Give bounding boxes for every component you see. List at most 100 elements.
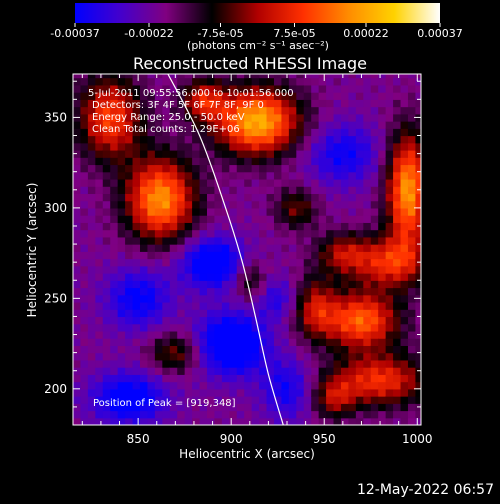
heatmap-cell bbox=[206, 258, 216, 267]
heatmap-cell bbox=[102, 410, 111, 419]
heatmap-cell bbox=[132, 229, 141, 238]
heatmap-cell bbox=[117, 149, 126, 158]
heatmap-cell bbox=[184, 84, 193, 93]
heatmap-cell bbox=[303, 258, 312, 267]
heatmap-cell bbox=[288, 229, 297, 238]
heatmap-cell bbox=[311, 128, 320, 137]
heatmap-cell bbox=[415, 229, 421, 238]
heatmap-cell bbox=[348, 251, 357, 260]
heatmap-cell bbox=[214, 403, 223, 412]
heatmap-cell bbox=[288, 323, 297, 332]
heatmap-cell bbox=[266, 84, 275, 93]
heatmap-cell bbox=[147, 330, 156, 339]
heatmap-cell bbox=[192, 417, 201, 425]
heatmap-cell bbox=[363, 367, 372, 375]
heatmap-cell bbox=[169, 236, 178, 245]
heatmap-cell bbox=[214, 222, 223, 231]
heatmap-cell bbox=[311, 215, 320, 223]
heatmap-cell bbox=[87, 99, 96, 108]
heatmap-cell bbox=[199, 164, 208, 173]
heatmap-cell bbox=[177, 309, 186, 318]
heatmap-cell bbox=[117, 178, 126, 187]
heatmap-cell bbox=[169, 229, 178, 238]
heatmap-cell bbox=[370, 345, 379, 354]
heatmap-cell bbox=[102, 374, 111, 383]
heatmap-cell bbox=[370, 171, 379, 180]
heatmap-cell bbox=[378, 330, 387, 339]
heatmap-cell bbox=[355, 193, 364, 202]
heatmap-cell bbox=[177, 410, 186, 419]
heatmap-cell bbox=[355, 396, 364, 404]
heatmap-cell bbox=[110, 352, 119, 361]
heatmap-cell bbox=[370, 222, 379, 231]
heatmap-cell bbox=[281, 229, 290, 238]
heatmap-cell bbox=[400, 171, 409, 180]
heatmap-cell bbox=[80, 121, 89, 129]
heatmap-cell bbox=[385, 157, 394, 166]
heatmap-cell bbox=[95, 345, 104, 354]
heatmap-cell bbox=[192, 171, 201, 180]
heatmap-cell bbox=[177, 251, 186, 260]
heatmap-cell bbox=[206, 92, 216, 100]
heatmap-cell bbox=[214, 244, 223, 252]
heatmap-cell bbox=[199, 323, 208, 332]
heatmap-cell bbox=[311, 323, 320, 332]
heatmap-cell bbox=[199, 121, 208, 129]
heatmap-cell bbox=[385, 244, 394, 252]
heatmap-cell bbox=[236, 178, 245, 187]
heatmap-cell bbox=[236, 410, 245, 419]
heatmap-cell bbox=[192, 338, 201, 346]
heatmap-cell bbox=[303, 417, 312, 425]
heatmap-cell bbox=[378, 215, 387, 223]
heatmap-cell bbox=[73, 149, 82, 158]
heatmap-cell bbox=[378, 135, 387, 144]
heatmap-cell bbox=[117, 338, 126, 346]
heatmap-cell bbox=[259, 301, 268, 310]
heatmap-cell bbox=[139, 229, 149, 238]
heatmap-cell bbox=[214, 410, 223, 419]
heatmap-cell bbox=[214, 280, 223, 289]
heatmap-cell bbox=[221, 410, 230, 419]
heatmap-cell bbox=[199, 316, 208, 325]
heatmap-cell bbox=[333, 200, 342, 209]
heatmap-cell bbox=[340, 215, 350, 223]
heatmap-cell bbox=[206, 330, 216, 339]
heatmap-cell bbox=[199, 258, 208, 267]
heatmap-cell bbox=[407, 207, 417, 216]
heatmap-cell bbox=[139, 106, 149, 115]
heatmap-cell bbox=[154, 301, 163, 310]
heatmap-cell bbox=[147, 294, 156, 303]
heatmap-cell bbox=[244, 309, 253, 318]
heatmap-cell bbox=[192, 157, 201, 166]
heatmap-cell bbox=[318, 244, 327, 252]
heatmap-cell bbox=[229, 316, 238, 325]
heatmap-cell bbox=[266, 113, 275, 122]
heatmap-cell bbox=[169, 157, 178, 166]
heatmap-cell bbox=[326, 374, 335, 383]
heatmap-cell bbox=[296, 280, 305, 289]
heatmap-cell bbox=[199, 417, 208, 425]
heatmap-cell bbox=[318, 128, 327, 137]
heatmap-cell bbox=[236, 417, 245, 425]
heatmap-cell bbox=[192, 222, 201, 231]
heatmap-cell bbox=[407, 215, 417, 223]
heatmap-cell bbox=[80, 186, 89, 195]
heatmap-cell bbox=[80, 142, 89, 151]
heatmap-cell bbox=[393, 388, 402, 397]
heatmap-cell bbox=[273, 345, 283, 354]
heatmap-cell bbox=[125, 367, 134, 375]
heatmap-cell bbox=[378, 200, 387, 209]
heatmap-cell bbox=[303, 323, 312, 332]
heatmap-cell bbox=[363, 388, 372, 397]
heatmap-cell bbox=[318, 280, 327, 289]
heatmap-cell bbox=[311, 367, 320, 375]
heatmap-cell bbox=[125, 244, 134, 252]
heatmap-cell bbox=[184, 309, 193, 318]
heatmap-cell bbox=[407, 280, 417, 289]
heatmap-cell bbox=[221, 265, 230, 274]
heatmap-cell bbox=[147, 396, 156, 404]
heatmap-cell bbox=[117, 417, 126, 425]
heatmap-cell bbox=[370, 215, 379, 223]
heatmap-cell bbox=[385, 92, 394, 100]
heatmap-cell bbox=[199, 84, 208, 93]
